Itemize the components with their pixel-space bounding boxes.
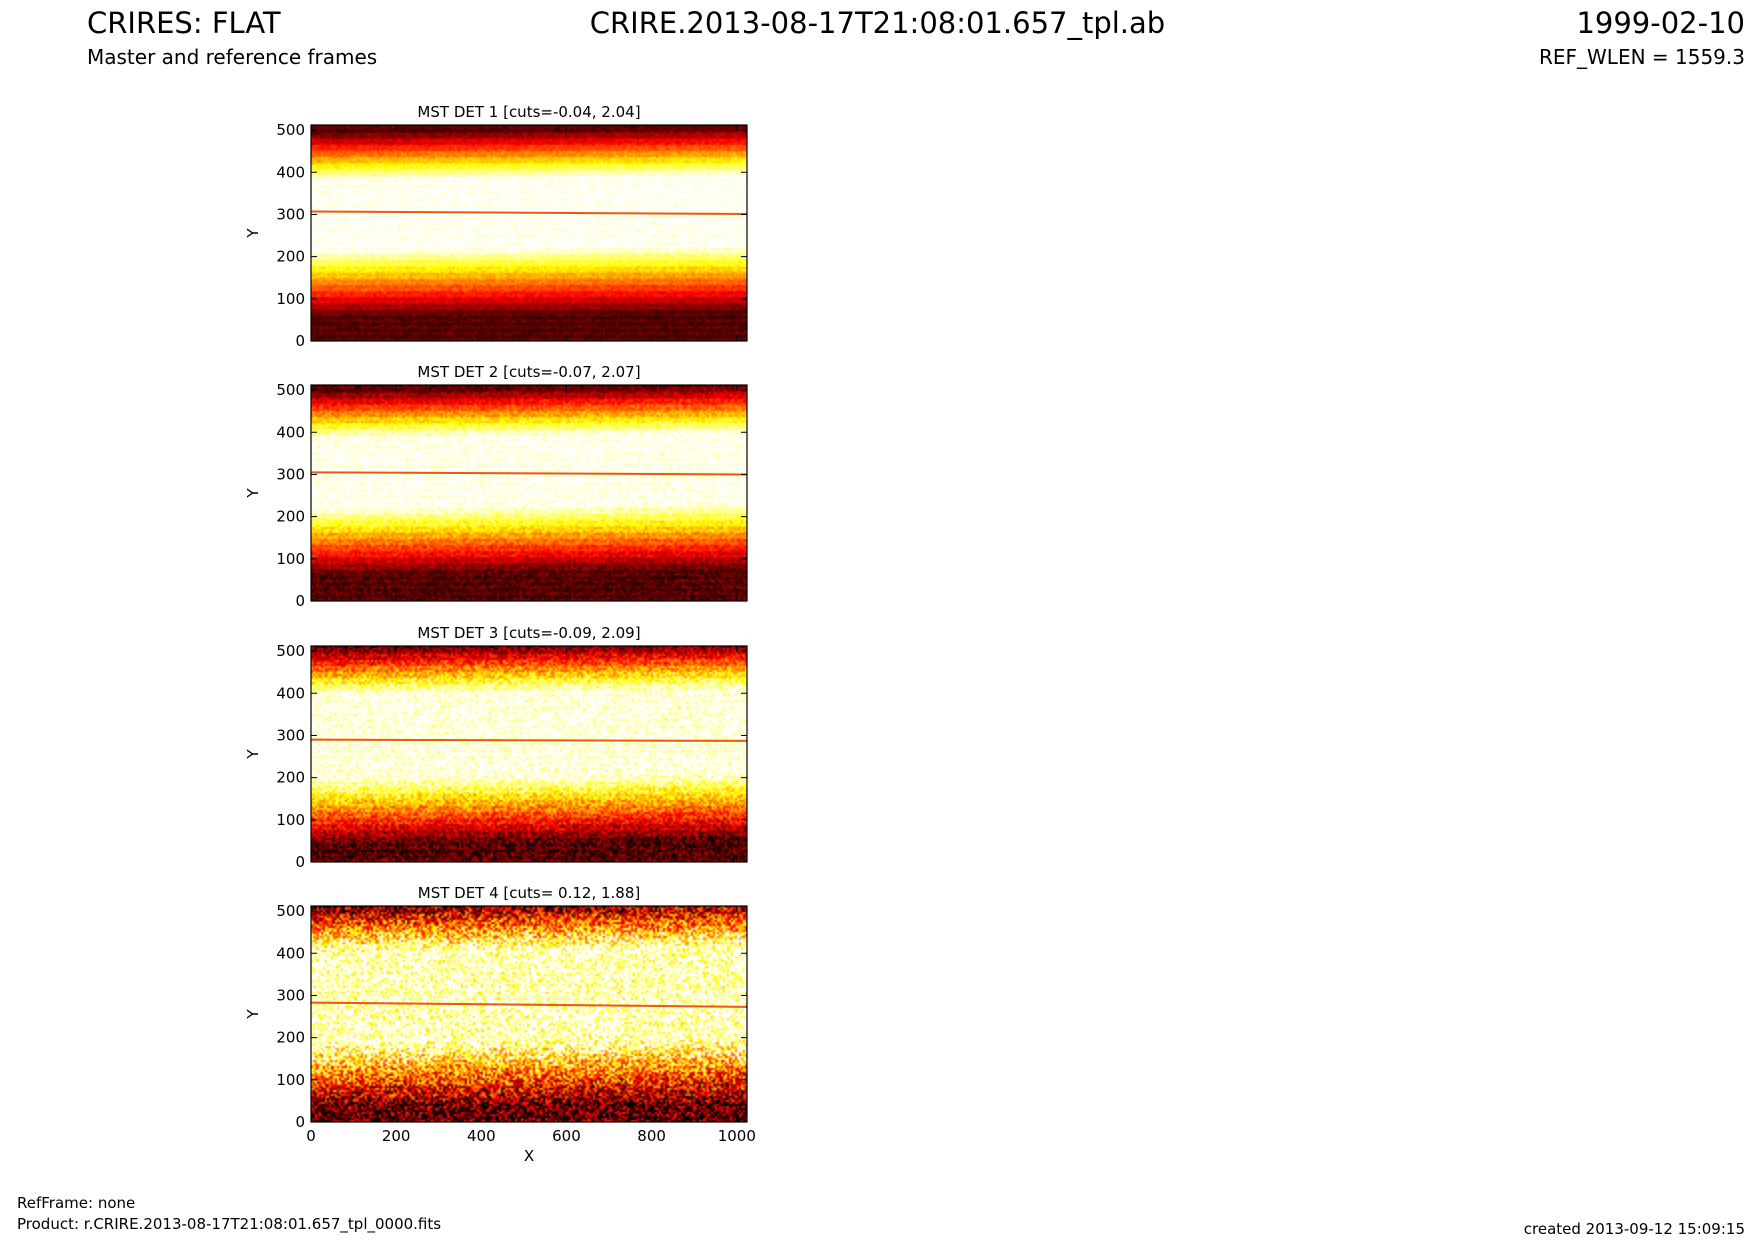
y-tick-label: 100 <box>276 290 305 308</box>
y-tick-label: 100 <box>276 550 305 568</box>
x-tick-label: 800 <box>637 1127 666 1145</box>
ref-frame-label: RefFrame: none <box>17 1194 136 1212</box>
x-tick-label: 1000 <box>718 1127 756 1145</box>
y-tick-label: 0 <box>295 1113 305 1131</box>
detector-image <box>311 125 747 341</box>
y-tick-label: 500 <box>276 642 305 660</box>
y-tick-label: 100 <box>276 811 305 829</box>
panel-frame <box>310 645 748 863</box>
y-tick-label: 400 <box>276 684 305 702</box>
trace-line <box>310 210 748 216</box>
y-tick-label: 0 <box>295 592 305 610</box>
y-tick-label: 500 <box>276 121 305 139</box>
panel-title: MST DET 2 [cuts=-0.07, 2.07] <box>417 363 640 381</box>
y-tick-label: 500 <box>276 381 305 399</box>
panel-title: MST DET 4 [cuts= 0.12, 1.88] <box>418 884 641 902</box>
y-tick-label: 0 <box>295 332 305 350</box>
panel-frame <box>310 124 748 342</box>
date-label: 1999-02-10 <box>1576 6 1745 40</box>
y-axis-label: Y <box>244 228 262 239</box>
y-tick-label: 300 <box>276 986 305 1004</box>
y-tick-label: 200 <box>276 248 305 266</box>
y-tick-label: 0 <box>295 853 305 871</box>
x-tick-label: 200 <box>382 1127 411 1145</box>
trace-line <box>310 471 748 476</box>
y-axis-label: Y <box>244 1009 262 1020</box>
product-id: CRIRE.2013-08-17T21:08:01.657_tpl.ab <box>589 6 1166 40</box>
y-tick-label: 400 <box>276 163 305 181</box>
y-tick-label: 200 <box>276 1029 305 1047</box>
panel-frame <box>310 384 748 602</box>
detector-image <box>311 646 747 862</box>
x-tick-label: 0 <box>306 1127 316 1145</box>
y-tick-label: 500 <box>276 902 305 920</box>
y-tick-label: 300 <box>276 726 305 744</box>
panel-title: MST DET 1 [cuts=-0.04, 2.04] <box>417 103 640 121</box>
trace-line <box>310 1001 748 1008</box>
subtitle: Master and reference frames <box>87 45 378 69</box>
y-tick-label: 200 <box>276 769 305 787</box>
detector-image <box>311 385 747 601</box>
y-tick-label: 300 <box>276 465 305 483</box>
x-tick-label: 400 <box>467 1127 496 1145</box>
y-axis-label: Y <box>244 749 262 760</box>
y-tick-label: 200 <box>276 508 305 526</box>
trace-line <box>310 738 748 742</box>
y-tick-label: 400 <box>276 423 305 441</box>
instrument-title: CRIRES: FLAT <box>87 6 281 40</box>
ref-wlen-label: REF_WLEN = 1559.3 <box>1538 45 1745 69</box>
x-tick-label: 600 <box>552 1127 581 1145</box>
y-tick-label: 300 <box>276 205 305 223</box>
product-filename: Product: r.CRIRE.2013-08-17T21:08:01.657… <box>17 1215 442 1233</box>
detector-image <box>311 906 747 1122</box>
y-axis-label: Y <box>244 488 262 499</box>
y-tick-label: 100 <box>276 1071 305 1089</box>
panel-frame <box>310 905 748 1123</box>
created-timestamp: created 2013-09-12 15:09:15 <box>1523 1220 1745 1238</box>
x-axis-label: X <box>524 1147 534 1165</box>
panel-title: MST DET 3 [cuts=-0.09, 2.09] <box>417 624 640 642</box>
y-tick-label: 400 <box>276 944 305 962</box>
